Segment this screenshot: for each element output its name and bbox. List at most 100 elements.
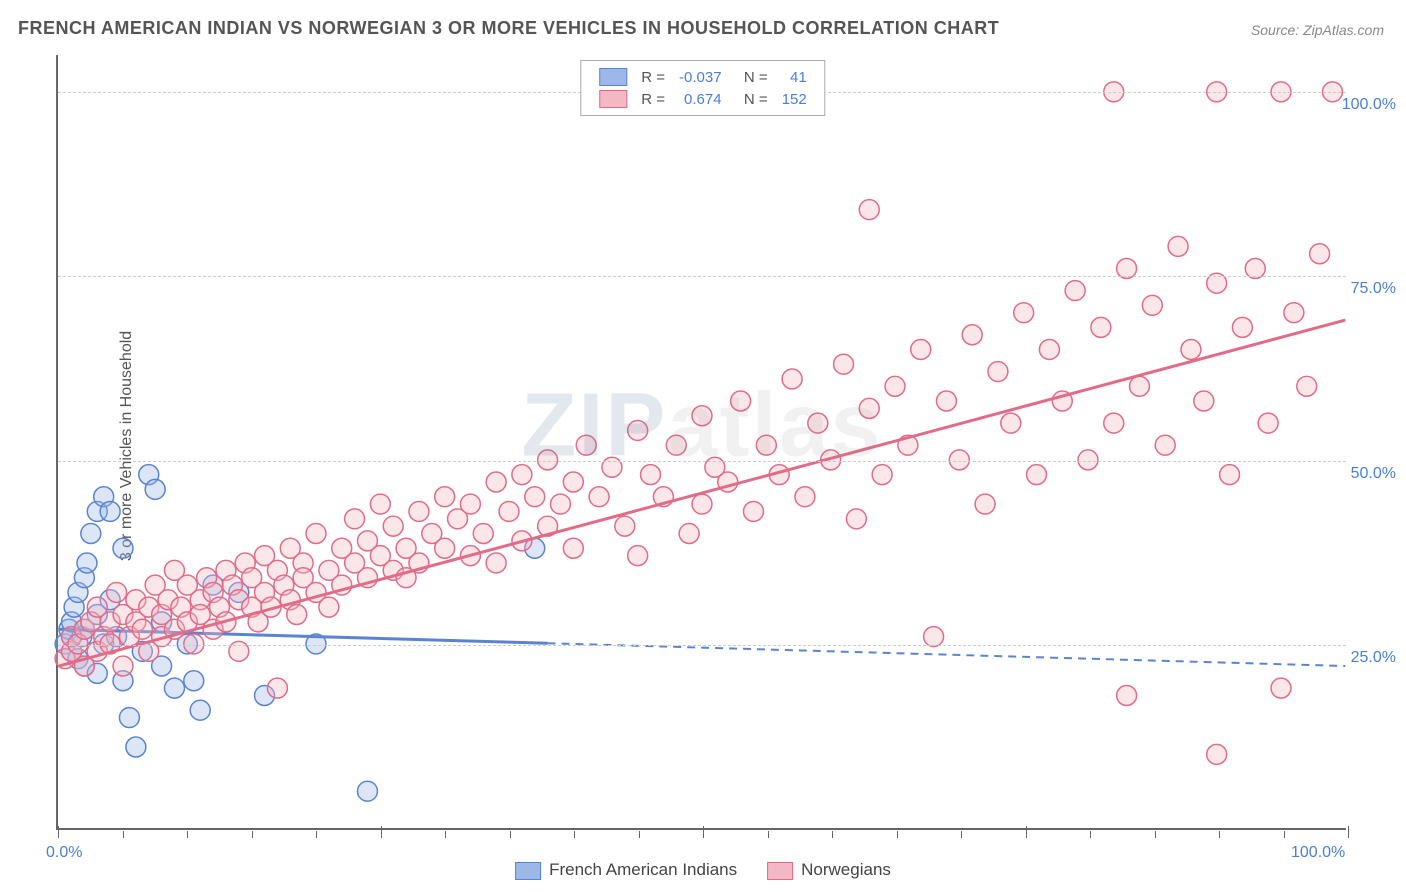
data-point bbox=[962, 325, 982, 345]
data-point bbox=[1181, 340, 1201, 360]
data-point bbox=[1297, 376, 1317, 396]
gridline bbox=[58, 276, 1346, 277]
legend-n-value: 152 bbox=[776, 89, 813, 109]
data-point bbox=[460, 494, 480, 514]
data-point bbox=[911, 340, 931, 360]
legend-swatch bbox=[515, 862, 541, 880]
series-legend: French American Indians Norwegians bbox=[515, 860, 891, 880]
data-point bbox=[628, 420, 648, 440]
gridline bbox=[58, 645, 1346, 646]
data-point bbox=[1194, 391, 1214, 411]
x-tick bbox=[58, 826, 59, 838]
data-point bbox=[77, 553, 97, 573]
data-point bbox=[119, 708, 139, 728]
data-point bbox=[126, 737, 146, 757]
legend-row: R =-0.037 N =41 bbox=[593, 67, 812, 87]
x-tick bbox=[1090, 831, 1091, 838]
data-point bbox=[435, 487, 455, 507]
data-point bbox=[692, 406, 712, 426]
correlation-legend: R =-0.037 N =41R =0.674 N =152 bbox=[580, 60, 825, 116]
data-point bbox=[666, 435, 686, 455]
data-point bbox=[1027, 465, 1047, 485]
data-point bbox=[731, 391, 751, 411]
data-point bbox=[164, 678, 184, 698]
data-point bbox=[113, 656, 133, 676]
data-point bbox=[936, 391, 956, 411]
y-tick-label: 75.0% bbox=[1351, 280, 1396, 298]
legend-row: R =0.674 N =152 bbox=[593, 89, 812, 109]
y-tick-label: 25.0% bbox=[1351, 649, 1396, 667]
data-point bbox=[1271, 678, 1291, 698]
legend-swatch bbox=[599, 68, 627, 86]
data-point bbox=[81, 524, 101, 544]
data-point bbox=[1117, 686, 1137, 706]
legend-r-label: R = bbox=[635, 67, 671, 87]
data-point bbox=[589, 487, 609, 507]
data-point bbox=[782, 369, 802, 389]
legend-item: French American Indians bbox=[515, 860, 737, 880]
data-point bbox=[287, 605, 307, 625]
x-tick bbox=[768, 831, 769, 838]
data-point bbox=[486, 472, 506, 492]
data-point bbox=[859, 398, 879, 418]
data-point bbox=[357, 781, 377, 801]
data-point bbox=[370, 494, 390, 514]
data-point bbox=[1104, 413, 1124, 433]
x-tick bbox=[316, 831, 317, 838]
data-point bbox=[113, 538, 133, 558]
x-tick bbox=[445, 831, 446, 838]
data-point bbox=[345, 509, 365, 529]
data-point bbox=[550, 494, 570, 514]
data-point bbox=[885, 376, 905, 396]
legend-swatch bbox=[767, 862, 793, 880]
chart-title: FRENCH AMERICAN INDIAN VS NORWEGIAN 3 OR… bbox=[18, 18, 999, 39]
data-point bbox=[1258, 413, 1278, 433]
data-point bbox=[267, 678, 287, 698]
data-point bbox=[435, 538, 455, 558]
data-point bbox=[383, 516, 403, 536]
legend-label: French American Indians bbox=[549, 860, 737, 879]
data-point bbox=[1078, 450, 1098, 470]
y-tick-label: 50.0% bbox=[1351, 465, 1396, 483]
x-tick bbox=[639, 831, 640, 838]
data-point bbox=[692, 494, 712, 514]
data-point bbox=[486, 553, 506, 573]
data-point bbox=[795, 487, 815, 507]
data-point bbox=[538, 450, 558, 470]
data-point bbox=[1142, 295, 1162, 315]
data-point bbox=[988, 362, 1008, 382]
legend-n-value: 41 bbox=[776, 67, 813, 87]
data-point bbox=[1168, 236, 1188, 256]
data-point bbox=[499, 501, 519, 521]
x-tick bbox=[1026, 826, 1027, 838]
data-point bbox=[743, 501, 763, 521]
data-point bbox=[679, 524, 699, 544]
x-tick bbox=[574, 831, 575, 838]
x-tick-label: 100.0% bbox=[1291, 844, 1345, 862]
x-tick bbox=[961, 831, 962, 838]
data-point bbox=[859, 200, 879, 220]
data-point bbox=[100, 501, 120, 521]
data-point bbox=[1091, 317, 1111, 337]
data-point bbox=[525, 487, 545, 507]
x-tick bbox=[703, 826, 704, 838]
data-point bbox=[409, 501, 429, 521]
data-point bbox=[628, 546, 648, 566]
data-point bbox=[1155, 435, 1175, 455]
legend-swatch bbox=[599, 90, 627, 108]
data-point bbox=[1207, 744, 1227, 764]
data-point bbox=[107, 582, 127, 602]
x-tick-label: 0.0% bbox=[46, 844, 82, 862]
data-point bbox=[563, 472, 583, 492]
legend-r-value: 0.674 bbox=[673, 89, 728, 109]
legend-r-value: -0.037 bbox=[673, 67, 728, 87]
legend-label: Norwegians bbox=[801, 860, 891, 879]
data-point bbox=[512, 465, 532, 485]
scatter-plot-svg bbox=[58, 55, 1346, 828]
x-tick bbox=[1348, 826, 1349, 838]
data-point bbox=[229, 641, 249, 661]
x-tick bbox=[1284, 831, 1285, 838]
data-point bbox=[132, 619, 152, 639]
data-point bbox=[1220, 465, 1240, 485]
data-point bbox=[563, 538, 583, 558]
